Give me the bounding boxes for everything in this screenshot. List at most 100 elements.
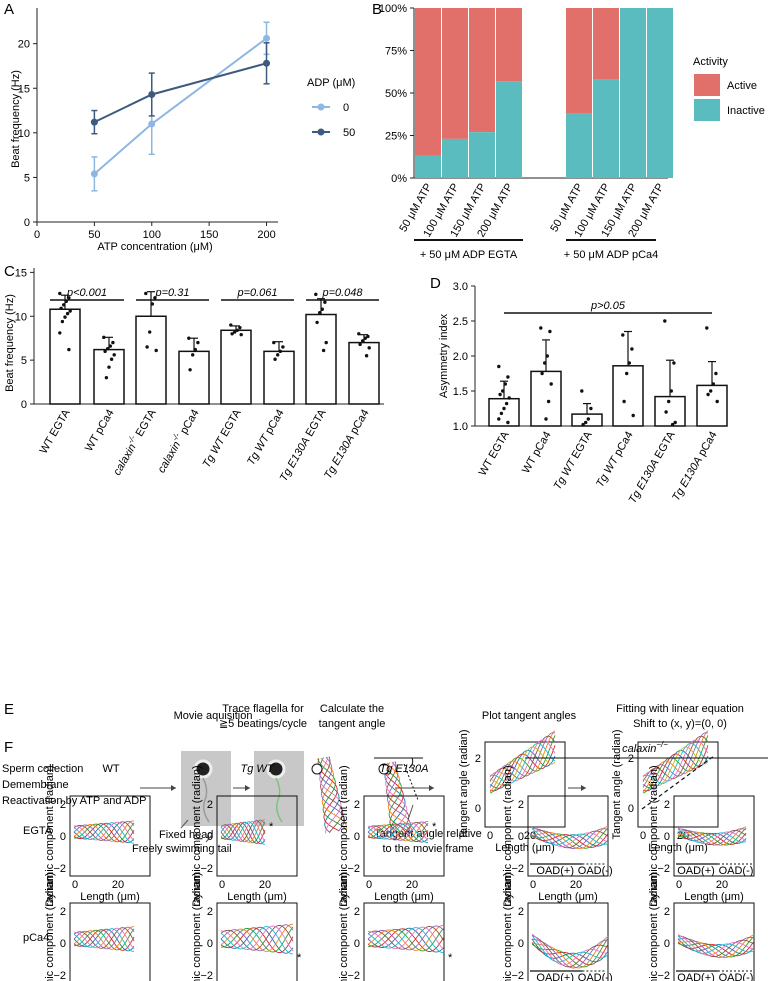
panel-f-wave <box>73 929 135 951</box>
panel-f-wave <box>531 937 609 968</box>
panel-e-plot-fit-ylabel: Tangent angle (radian) <box>611 729 623 839</box>
panel-c-xtick-label: Tg E130A EGTA <box>278 407 329 484</box>
panel-f-wave <box>531 933 608 966</box>
panel-d-letter: D <box>430 275 441 292</box>
label-pointer <box>180 819 189 829</box>
panel-f-wave <box>531 833 609 848</box>
panel-f-row-label: EGTA <box>23 825 53 837</box>
panel-e-step-title: Fitting with linear equation <box>616 703 744 715</box>
panel-e-plot-raw-ytick-label: 0 <box>475 803 481 815</box>
panel-b-bar-active <box>566 8 592 114</box>
panel-c-point <box>278 349 282 354</box>
panel-d-point <box>586 417 590 421</box>
panel-f-ytick-label: 2 <box>664 799 670 811</box>
panel-c-ytick-label: 0 <box>21 399 27 411</box>
panel-f-wave <box>220 923 293 952</box>
panel-a-point <box>263 59 271 67</box>
panel-b-ytick-label: 75% <box>385 46 407 58</box>
traced-wave <box>317 758 347 831</box>
panel-d-point <box>581 422 585 427</box>
panel-d-xtick-label: Tg E130A EGTA <box>627 429 678 506</box>
panel-d-bar <box>612 365 644 427</box>
panel-e-workflow: Sperm collection Demembrane Reactivation… <box>2 703 744 855</box>
panel-d-point <box>627 361 631 365</box>
panel-f-wave <box>677 828 747 845</box>
panel-f-wave <box>677 934 755 958</box>
panel-a-ylabel: Beat frequency (Hz) <box>10 70 22 168</box>
panel-d-point <box>625 371 629 376</box>
panel-c-point <box>239 332 243 337</box>
panel-f-asterisk: * <box>448 952 453 964</box>
panel-f-xtick-label: 20 <box>406 879 418 891</box>
panel-e-plot-fit-fit-line <box>641 755 715 810</box>
panel-f-ytick-label: 0 <box>354 831 360 843</box>
panel-f-wave <box>367 823 429 843</box>
panel-d-pvalue: p>0.05 <box>590 300 626 312</box>
panel-f-wave <box>368 926 445 951</box>
panel-f-ytick-label: −2 <box>53 863 66 875</box>
panel-c-point <box>273 357 277 361</box>
panel-a-xtick-label: 200 <box>257 229 275 241</box>
panel-c-xtick-label: calaxin-/- EGTA <box>109 405 159 477</box>
panel-c-point <box>108 344 113 348</box>
panel-c-point <box>187 336 191 340</box>
panel-f-ytick-label: 0 <box>518 938 524 950</box>
panel-f-wave <box>677 827 747 844</box>
panel-f-plot-frame <box>216 795 298 877</box>
panel-c-point <box>104 375 109 380</box>
panel-f-wave <box>531 935 609 963</box>
panel-f-asterisk: * <box>432 821 437 833</box>
panel-f-plot-frame <box>69 795 151 877</box>
protocol-line-2: Demembrane <box>2 779 69 791</box>
panel-f-wave <box>73 821 135 841</box>
panel-c-bar <box>220 329 252 405</box>
panel-d-point <box>621 333 625 337</box>
panel-f-wave <box>531 828 609 849</box>
panel-c-point <box>59 306 63 311</box>
panel-f-ytick-label: 0 <box>518 831 524 843</box>
panel-c-point <box>62 303 66 307</box>
panel-a-legend-label: 0 <box>343 102 349 114</box>
panel-a-legend-title: ADP (μM) <box>307 77 355 89</box>
panel-e-step-title: tangent angle <box>319 718 386 730</box>
panel-d-point <box>543 361 547 365</box>
panel-d-point <box>667 399 671 404</box>
panel-f-ytick-label: 0 <box>207 938 213 950</box>
panel-c-point <box>230 332 234 336</box>
panel-f-ytick-label: −2 <box>200 970 213 981</box>
panel-c-xtick-label: Tg WT EGTA <box>201 407 244 470</box>
panel-f-plot-frame <box>363 795 445 877</box>
panel-a-series-line <box>93 37 268 175</box>
panel-f-wave <box>74 928 135 951</box>
panel-b-bar-inactive <box>647 8 673 178</box>
panel-b-bar-active <box>496 8 522 82</box>
panel-f-wave <box>531 942 609 966</box>
panel-f-ytick-label: 2 <box>207 799 213 811</box>
panel-d-ytick-label: 1.5 <box>453 386 468 398</box>
panel-f-wave <box>367 821 429 841</box>
panel-f-wave <box>368 823 429 842</box>
panel-c-point <box>58 331 62 335</box>
panel-f-ylabel: Dynamic component (radian) <box>338 765 350 906</box>
panel-b-legend: Active Inactive <box>694 74 765 121</box>
panel-c-bar <box>49 308 81 405</box>
panel-c-point <box>109 357 114 361</box>
panel-c-bar <box>93 348 125 405</box>
panel-f-wave <box>677 934 755 956</box>
panel-d-point <box>622 399 626 404</box>
panel-a-xtick-label: 50 <box>88 229 100 241</box>
panel-e-plot-fit-curve <box>642 735 709 782</box>
panel-f-wave <box>677 828 747 843</box>
panel-d-chart: Asymmetry index 1.0 1.5 2.0 2.5 3.0 WT EGTAWT… <box>438 281 728 506</box>
panel-c-point <box>111 340 115 345</box>
panel-a-ytick-label: 5 <box>24 172 30 184</box>
panel-c-xtick-label: Tg E130A pCa4 <box>322 408 372 482</box>
head-circle-icon <box>311 763 323 775</box>
panel-c-bar <box>178 350 210 405</box>
panel-c-point <box>150 302 154 306</box>
panel-a-series-line <box>93 62 267 124</box>
panel-b-bar-inactive <box>620 8 646 178</box>
